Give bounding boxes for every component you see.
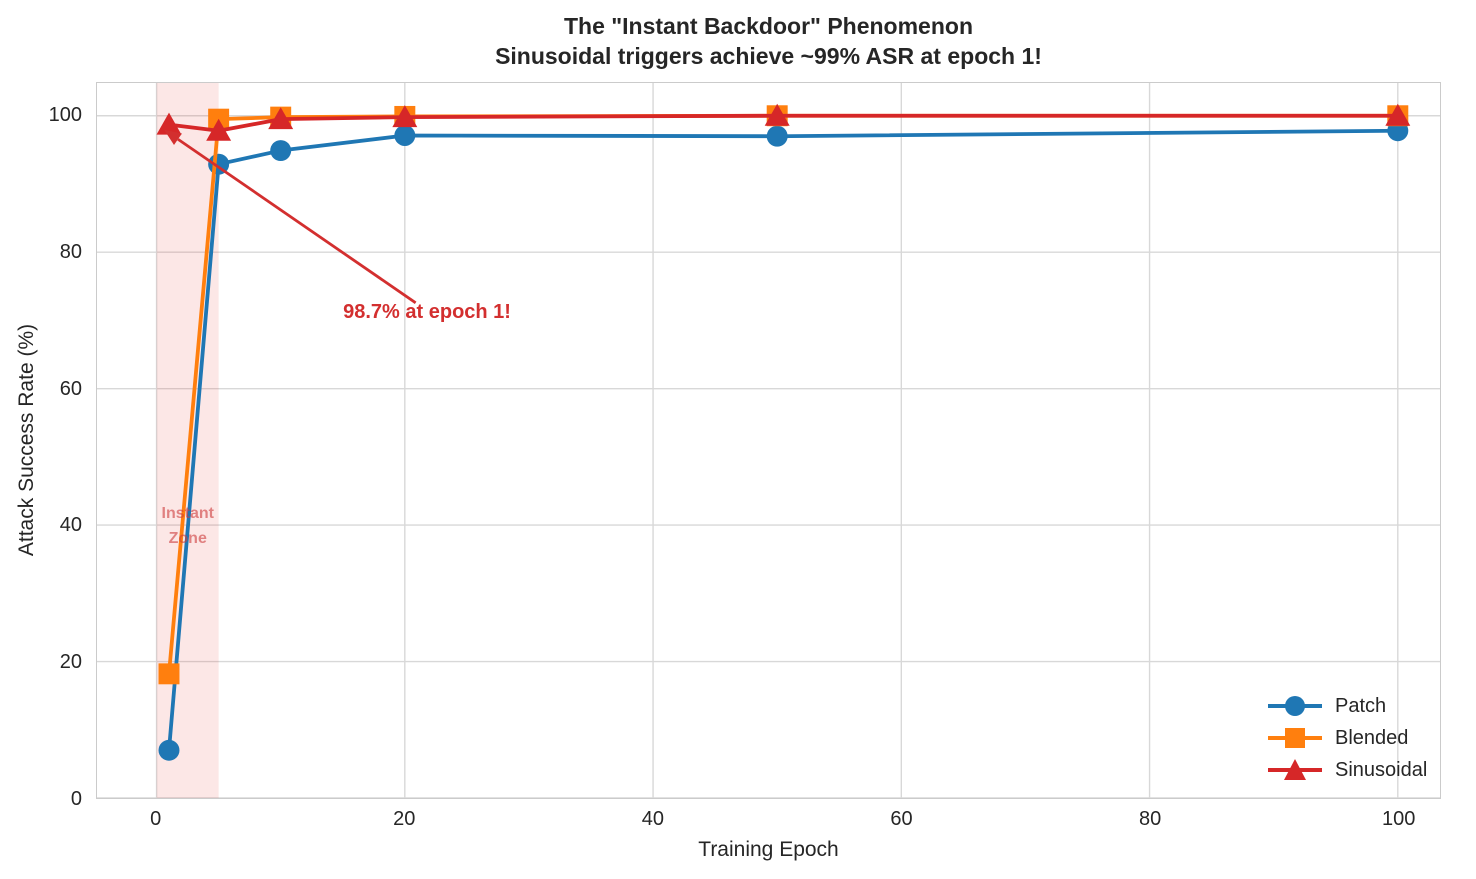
series-line-blended [167,113,1400,676]
chart-subtitle: Sinusoidal triggers achieve ~99% ASR at … [495,43,1042,69]
x-tick-label: 100 [1382,808,1416,830]
x-axis-label: Training Epoch [698,838,839,861]
legend-marker-square-icon [1268,728,1322,748]
legend-label: Sinusoidal [1335,758,1428,781]
legend-item-patch: Patch [1268,690,1427,722]
y-tick-label: 20 [59,651,82,674]
instant-zone-span [156,83,219,798]
x-tick-label: 80 [1138,808,1162,830]
x-tick-label: 20 [393,808,416,830]
data-point-square [158,663,180,685]
x-tick-label: 60 [890,808,913,830]
data-point-circle [158,739,180,761]
data-point-triangle [1385,103,1411,126]
x-tick-label: 40 [641,808,665,830]
legend-item-blended: Blended [1268,722,1427,754]
y-tick-label: 0 [70,788,82,810]
legend-label: Patch [1335,694,1387,717]
legend-item-sinusoidal: Sinusoidal [1268,754,1427,786]
y-tick-label: 80 [59,240,82,263]
annotation-arrow-line [177,138,417,304]
y-tick-label: 60 [59,377,82,400]
annotation-arrowhead-icon [163,129,182,145]
data-point-triangle [392,105,418,128]
legend-marker-triangle-icon [1268,759,1322,780]
instant-zone-label: Instant Zone [161,505,214,548]
chart-canvas [97,83,1440,798]
data-point-circle [394,125,416,147]
legend: Patch Blended Sinusoidal [1268,690,1427,786]
data-point-triangle [268,107,294,130]
x-tick-label: 0 [150,808,162,830]
legend-label: Blended [1335,726,1409,749]
series-line-sinusoidal [167,113,1400,133]
data-point-triangle [156,112,182,135]
plot-area: Instant Zone 98.7% at epoch 1! Patch Blen… [96,82,1441,799]
data-point-triangle [764,103,790,126]
y-tick-label: 100 [48,103,82,126]
series-line-patch [167,128,1400,753]
annotation-text: 98.7% at epoch 1! [343,301,511,324]
chart-title: The "Instant Backdoor" Phenomenon [563,13,973,39]
chart-title-block: The "Instant Backdoor" Phenomenon Sinuso… [96,11,1441,71]
legend-marker-circle-icon [1268,696,1322,716]
data-point-triangle [206,118,232,141]
y-tick-label: 40 [59,514,82,537]
data-point-circle [270,140,292,162]
data-point-circle [766,125,788,147]
